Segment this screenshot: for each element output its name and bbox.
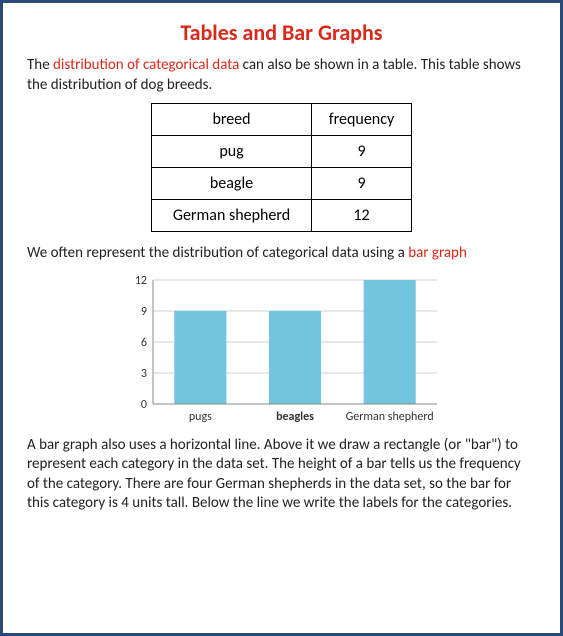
intro-text-pre: The	[27, 56, 53, 74]
bargraph-intro-pre: We often represent the distribution of c…	[27, 244, 408, 262]
bar-chart-wrap: 0 3 6 9 12 pugs beagles German shepherd	[27, 270, 536, 430]
freq-table: breed frequency pug 9 beagle 9 German sh…	[151, 103, 412, 232]
svg-text:9: 9	[140, 305, 146, 319]
bar-label: German shepherd	[345, 410, 433, 424]
table-header-breed: breed	[152, 104, 312, 136]
svg-text:3: 3	[140, 367, 146, 381]
bargraph-intro: We often represent the distribution of c…	[27, 244, 536, 264]
table-row: beagle 9	[152, 168, 412, 200]
page-frame: Tables and Bar Graphs The distribution o…	[0, 0, 563, 636]
bar	[268, 311, 320, 404]
table-cell: 12	[312, 200, 412, 232]
table-cell: German shepherd	[152, 200, 312, 232]
closing-paragraph: A bar graph also uses a horizontal line.…	[27, 436, 536, 514]
table-cell: 9	[312, 168, 412, 200]
svg-text:12: 12	[134, 274, 146, 288]
freq-table-wrap: breed frequency pug 9 beagle 9 German sh…	[27, 103, 536, 232]
bar	[363, 280, 415, 404]
intro-paragraph: The distribution of categorical data can…	[27, 56, 536, 95]
bar-chart: 0 3 6 9 12 pugs beagles German shepherd	[117, 270, 447, 430]
table-row: pug 9	[152, 136, 412, 168]
bar-label: beagles	[276, 410, 314, 424]
svg-text:6: 6	[140, 336, 146, 350]
bargraph-highlight: bar graph	[408, 244, 467, 262]
page-title: Tables and Bar Graphs	[27, 19, 536, 46]
table-row: breed frequency	[152, 104, 412, 136]
table-cell: 9	[312, 136, 412, 168]
table-row: German shepherd 12	[152, 200, 412, 232]
table-header-freq: frequency	[312, 104, 412, 136]
intro-highlight: distribution of categorical data	[53, 56, 239, 74]
bar-label: pugs	[188, 410, 211, 424]
svg-text:0: 0	[140, 398, 146, 412]
table-cell: beagle	[152, 168, 312, 200]
table-cell: pug	[152, 136, 312, 168]
bar	[174, 311, 226, 404]
